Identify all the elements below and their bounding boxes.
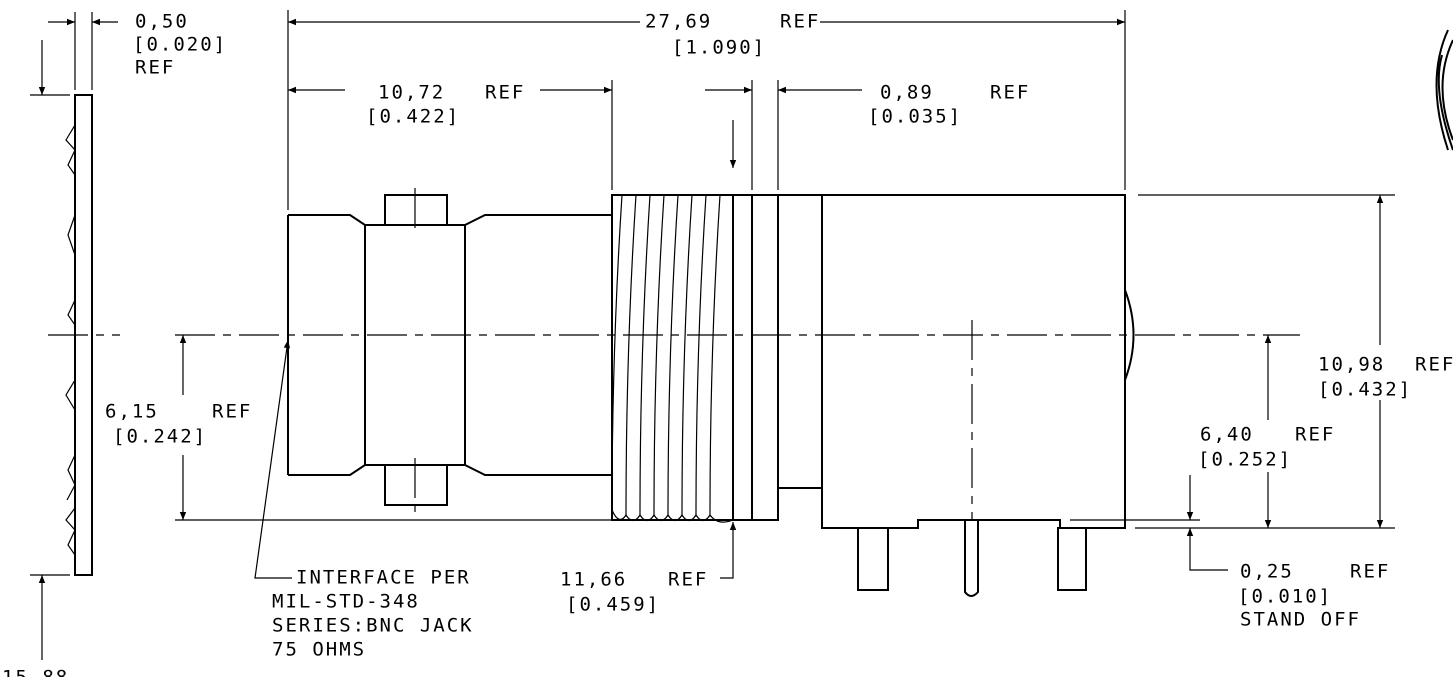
dimension-value: 0,89 xyxy=(880,82,934,104)
dimension-inch: [0.432] xyxy=(1318,379,1412,401)
note-line: SERIES:BNC JACK xyxy=(272,615,474,637)
dimension-inch: [0.010] xyxy=(1238,586,1332,608)
note-line: 75 OHMS xyxy=(272,639,366,661)
dimension-inch: [0.035] xyxy=(868,106,962,128)
dimension-note: REF xyxy=(990,82,1030,104)
connector-body xyxy=(175,29,1453,597)
dimension-value: 10,72 xyxy=(378,82,445,104)
dimension-value: 10,98 xyxy=(1318,354,1385,376)
note-line: MIL-STD-348 xyxy=(272,591,420,613)
dimension-inch: [0.459] xyxy=(566,594,660,616)
dimension-note: REF xyxy=(1295,424,1335,446)
dimension-inch: [0.020] xyxy=(133,34,227,56)
dimension-value: 0,50 xyxy=(135,11,189,33)
dimension-inch: [1.090] xyxy=(672,37,766,59)
dimension-note: REF xyxy=(1415,354,1453,376)
dimension-value: 6,15 xyxy=(105,401,159,423)
dimension-note: REF xyxy=(668,569,708,591)
dimension-value: 11,66 xyxy=(560,569,627,591)
dimension-lines xyxy=(175,10,1395,579)
dimension-inch: [0.252] xyxy=(1198,449,1292,471)
dimension-note: REF xyxy=(780,11,820,33)
dimension-value: 27,69 xyxy=(645,11,712,33)
dimension-value: 15,88 xyxy=(2,667,69,677)
dimension-inch: [0.422] xyxy=(366,106,460,128)
dimension-note: REF xyxy=(1350,561,1390,583)
dimension-value: 6,40 xyxy=(1200,424,1254,446)
side-view xyxy=(30,12,120,660)
dimension-inch: [0.242] xyxy=(113,426,207,448)
dimension-label: STAND OFF xyxy=(1240,609,1361,631)
labels: 0,50 [0.020] REF 27,69 REF [1.090] 10,72… xyxy=(2,11,1453,677)
dimension-note: REF xyxy=(212,401,252,423)
dimension-value: 0,25 xyxy=(1240,561,1294,583)
dimension-note: REF xyxy=(135,57,175,79)
note-line: INTERFACE PER xyxy=(296,567,471,589)
dimension-note: REF xyxy=(485,82,525,104)
